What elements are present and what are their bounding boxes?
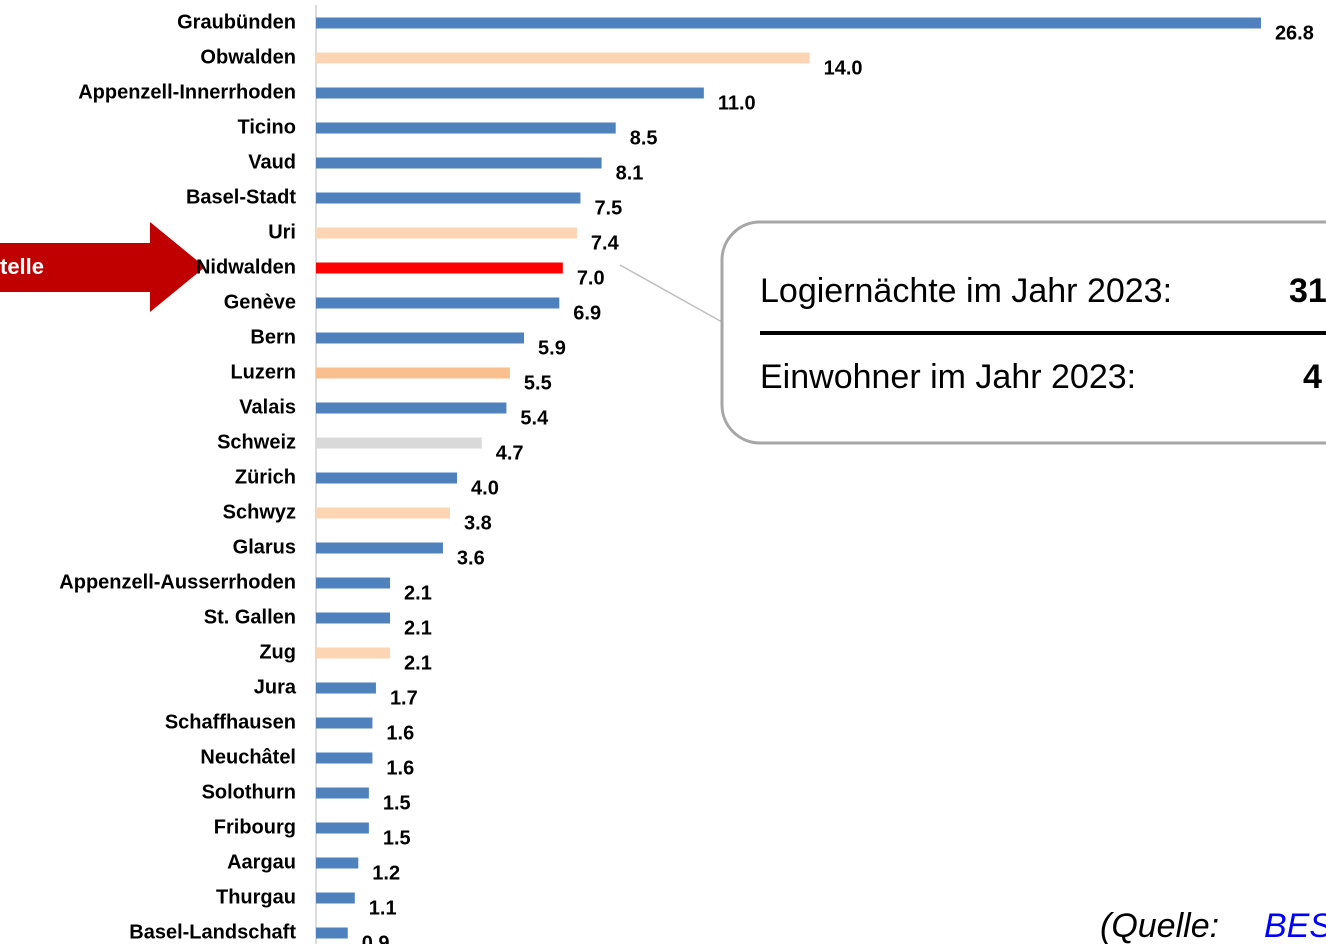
category-label: Appenzell-Ausserrhoden bbox=[59, 571, 296, 593]
value-label: 4.7 bbox=[496, 442, 524, 464]
value-label: 6.9 bbox=[573, 302, 601, 324]
category-label: Genève bbox=[224, 291, 296, 313]
bar bbox=[316, 822, 369, 834]
bar bbox=[316, 857, 359, 869]
bar bbox=[316, 752, 373, 764]
value-label: 1.5 bbox=[383, 792, 411, 814]
bar bbox=[316, 892, 355, 904]
category-label: Zürich bbox=[235, 466, 296, 488]
category-label: Appenzell-Innerrhoden bbox=[78, 81, 296, 103]
category-label: Schaffhausen bbox=[165, 711, 296, 733]
value-label: 7.4 bbox=[591, 232, 620, 254]
value-label: 2.1 bbox=[404, 582, 432, 604]
bar bbox=[316, 612, 391, 624]
category-label: Bern bbox=[250, 326, 296, 348]
value-label: 8.5 bbox=[630, 127, 658, 149]
category-label: Valais bbox=[239, 396, 296, 418]
category-label: Basel-Stadt bbox=[186, 186, 296, 208]
bar bbox=[316, 122, 616, 134]
value-label: 4.0 bbox=[471, 477, 499, 499]
bar bbox=[316, 262, 563, 274]
bar bbox=[316, 472, 458, 484]
bar bbox=[316, 87, 704, 99]
value-label: 2.1 bbox=[404, 617, 432, 639]
value-label: 11.0 bbox=[718, 92, 756, 114]
arrow-label: telle bbox=[0, 254, 44, 279]
value-label: 1.5 bbox=[383, 827, 411, 849]
category-label: Luzern bbox=[230, 361, 296, 383]
category-label: Zug bbox=[259, 641, 296, 663]
bar bbox=[316, 927, 348, 939]
leader-line bbox=[619, 264, 723, 323]
source-link: BES bbox=[1264, 907, 1326, 944]
value-label: 7.5 bbox=[594, 197, 622, 219]
category-label: Uri bbox=[268, 221, 296, 243]
bar bbox=[316, 192, 581, 204]
bar bbox=[316, 52, 810, 64]
category-label: Nidwalden bbox=[196, 256, 296, 278]
bar bbox=[316, 577, 391, 589]
value-label: 7.0 bbox=[577, 267, 605, 289]
bar bbox=[316, 17, 1261, 29]
bar bbox=[316, 297, 560, 309]
callout-value: 31 bbox=[1289, 272, 1326, 310]
value-label: 0.9 bbox=[362, 932, 390, 944]
bar bbox=[316, 682, 376, 694]
value-label: 8.1 bbox=[616, 162, 644, 184]
value-label: 1.1 bbox=[369, 897, 397, 919]
bar bbox=[316, 437, 482, 449]
value-label: 1.6 bbox=[386, 757, 414, 779]
bar bbox=[316, 402, 507, 414]
bar bbox=[316, 717, 373, 729]
bar bbox=[316, 542, 443, 554]
category-label: Vaud bbox=[248, 151, 296, 173]
value-label: 26.8 bbox=[1275, 22, 1314, 44]
category-label: Fribourg bbox=[214, 816, 296, 838]
value-label: 2.1 bbox=[404, 652, 432, 674]
callout-text: Einwohner im Jahr 2023: bbox=[760, 358, 1136, 396]
value-label: 5.4 bbox=[520, 407, 549, 429]
category-label: Jura bbox=[254, 676, 297, 698]
value-label: 5.5 bbox=[524, 372, 552, 394]
category-label: Aargau bbox=[227, 851, 296, 873]
bar bbox=[316, 332, 525, 344]
category-label: Ticino bbox=[237, 116, 296, 138]
value-label: 1.2 bbox=[372, 862, 400, 884]
category-label: Neuchâtel bbox=[200, 746, 296, 768]
bar bbox=[316, 227, 577, 239]
bar bbox=[316, 367, 510, 379]
bar bbox=[316, 787, 369, 799]
category-label: Solothurn bbox=[202, 781, 296, 803]
category-label: St. Gallen bbox=[204, 606, 296, 628]
callout-value: 4 bbox=[1303, 358, 1322, 396]
category-label: Thurgau bbox=[216, 886, 296, 908]
value-label: 5.9 bbox=[538, 337, 566, 359]
category-label: Graubünden bbox=[177, 11, 296, 33]
value-label: 14.0 bbox=[824, 57, 863, 79]
category-label: Obwalden bbox=[200, 46, 296, 68]
category-label: Schweiz bbox=[217, 431, 296, 453]
category-label: Schwyz bbox=[223, 501, 296, 523]
value-label: 3.6 bbox=[457, 547, 485, 569]
callout-text: Logiernächte im Jahr 2023: bbox=[760, 272, 1172, 310]
source: (Quelle: bbox=[1100, 907, 1219, 944]
value-label: 1.6 bbox=[386, 722, 414, 744]
value-label: 1.7 bbox=[390, 687, 418, 709]
bar bbox=[316, 647, 391, 659]
category-label: Basel-Landschaft bbox=[129, 921, 296, 943]
arrow bbox=[0, 222, 205, 312]
value-label: 3.8 bbox=[464, 512, 492, 534]
bar bbox=[316, 157, 602, 169]
category-label: Glarus bbox=[233, 536, 296, 558]
bar bbox=[316, 507, 450, 519]
